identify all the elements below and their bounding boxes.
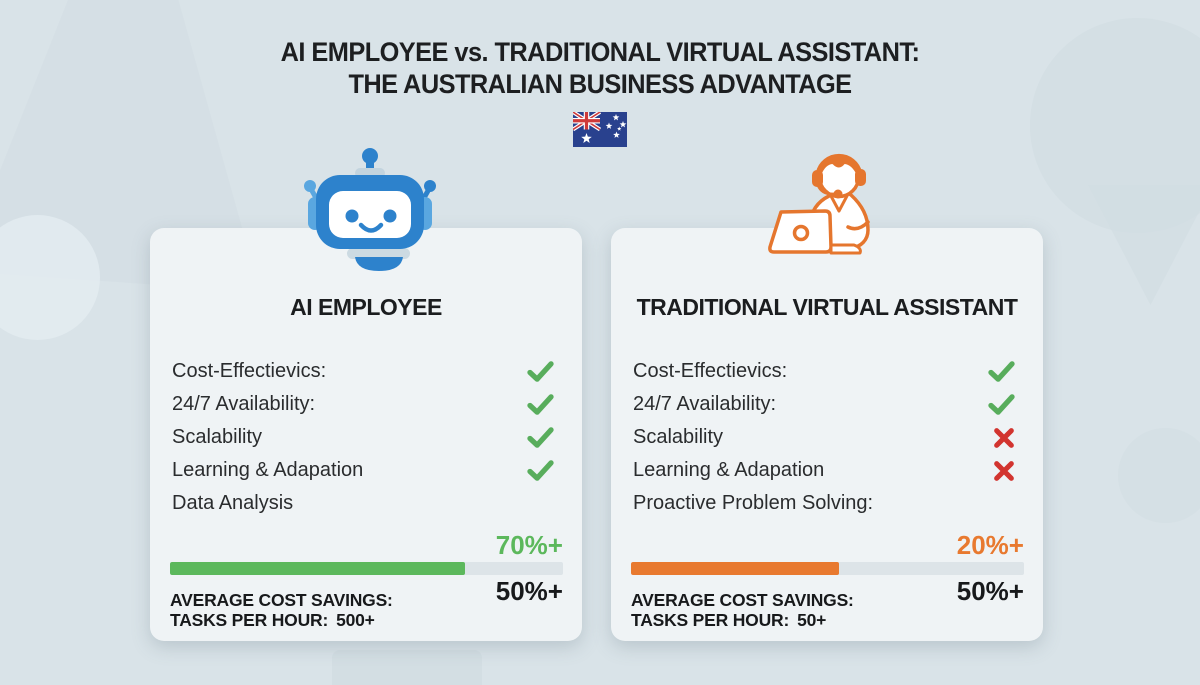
card-title: AI EMPLOYEE [290, 294, 442, 320]
australian-flag-icon [573, 112, 627, 147]
background-blob [1118, 428, 1200, 523]
cross-icon [993, 460, 1015, 482]
check-icon [988, 360, 1015, 383]
feature-label: Cost-Effectievics: [172, 360, 327, 382]
feature-row: Proactive Problem Solving: [633, 487, 1015, 520]
stat-row: AVERAGE COST SAVINGS: [170, 590, 401, 610]
feature-row: Learning & Adapation [633, 454, 1015, 487]
stats-block: AVERAGE COST SAVINGS: TASKS PER HOUR: 50… [170, 590, 401, 630]
page-title-line2: THE AUSTRALIAN BUSINESS ADVANTAGE [348, 69, 852, 99]
primary-percent: 20%+ [956, 530, 1024, 560]
background-blob [0, 215, 100, 340]
stat-row: TASKS PER HOUR: 500+ [170, 610, 401, 630]
feature-label: Cost-Effectievics: [633, 360, 788, 382]
check-icon [527, 393, 554, 416]
stats-block: AVERAGE COST SAVINGS: TASKS PER HOUR: 50… [631, 590, 862, 630]
secondary-percent: 50%+ [495, 576, 563, 606]
check-icon [527, 459, 554, 482]
stat-value: 50+ [797, 610, 827, 630]
feature-label: 24/7 Availability: [172, 393, 316, 415]
feature-label: Learning & Adapation [172, 459, 364, 481]
feature-row: Cost-Effectievics: [633, 355, 1015, 388]
feature-row: Scalability [633, 421, 1015, 454]
feature-label: Learning & Adapation [633, 459, 825, 481]
feature-row: 24/7 Availability: [172, 388, 554, 421]
progress-bar-fill [631, 562, 840, 575]
stat-label: TASKS PER HOUR: [170, 610, 329, 630]
virtual-assistant-card: TRADITIONAL VIRTUAL ASSISTANT Cost-Effec… [611, 228, 1043, 641]
primary-percent: 70%+ [495, 530, 563, 560]
secondary-percent: 50%+ [956, 576, 1024, 606]
stat-label: TASKS PER HOUR: [631, 610, 790, 630]
stat-row: TASKS PER HOUR: 50+ [631, 610, 862, 630]
page-title-line1: AI EMPLOYEE vs. TRADITIONAL VIRTUAL ASSI… [280, 37, 920, 67]
page-title: AI EMPLOYEE vs. TRADITIONAL VIRTUAL ASSI… [0, 36, 1200, 100]
check-icon [527, 426, 554, 449]
stat-label: AVERAGE COST SAVINGS: [631, 590, 854, 610]
card-title: TRADITIONAL VIRTUAL ASSISTANT [636, 294, 1018, 320]
feature-label: Scalability [633, 426, 724, 448]
feature-row: Cost-Effectievics: [172, 355, 554, 388]
feature-row: Learning & Adapation [172, 454, 554, 487]
cross-icon [993, 427, 1015, 449]
check-icon [527, 360, 554, 383]
support-agent-icon [768, 153, 870, 255]
feature-label: 24/7 Availability: [633, 393, 777, 415]
check-icon [988, 393, 1015, 416]
robot-icon [304, 148, 436, 271]
progress-bar-fill [170, 562, 465, 575]
feature-row: Data Analysis [172, 487, 554, 520]
feature-label: Proactive Problem Solving: [633, 492, 874, 514]
feature-list: Cost-Effectievics: 24/7 Availability: Sc… [172, 355, 554, 520]
ai-employee-card: AI EMPLOYEE Cost-Effectievics: 24/7 Avai… [150, 228, 582, 641]
stat-label: AVERAGE COST SAVINGS: [170, 590, 393, 610]
feature-label: Data Analysis [172, 492, 294, 514]
progress-bar-track [170, 562, 563, 575]
feature-row: Scalability [172, 421, 554, 454]
background-blob [1088, 185, 1200, 305]
background-blob [332, 650, 482, 685]
feature-label: Scalability [172, 426, 263, 448]
feature-list: Cost-Effectievics: 24/7 Availability: Sc… [633, 355, 1015, 520]
feature-row: 24/7 Availability: [633, 388, 1015, 421]
stat-value: 500+ [336, 610, 375, 630]
stat-row: AVERAGE COST SAVINGS: [631, 590, 862, 610]
progress-bar-track [631, 562, 1024, 575]
